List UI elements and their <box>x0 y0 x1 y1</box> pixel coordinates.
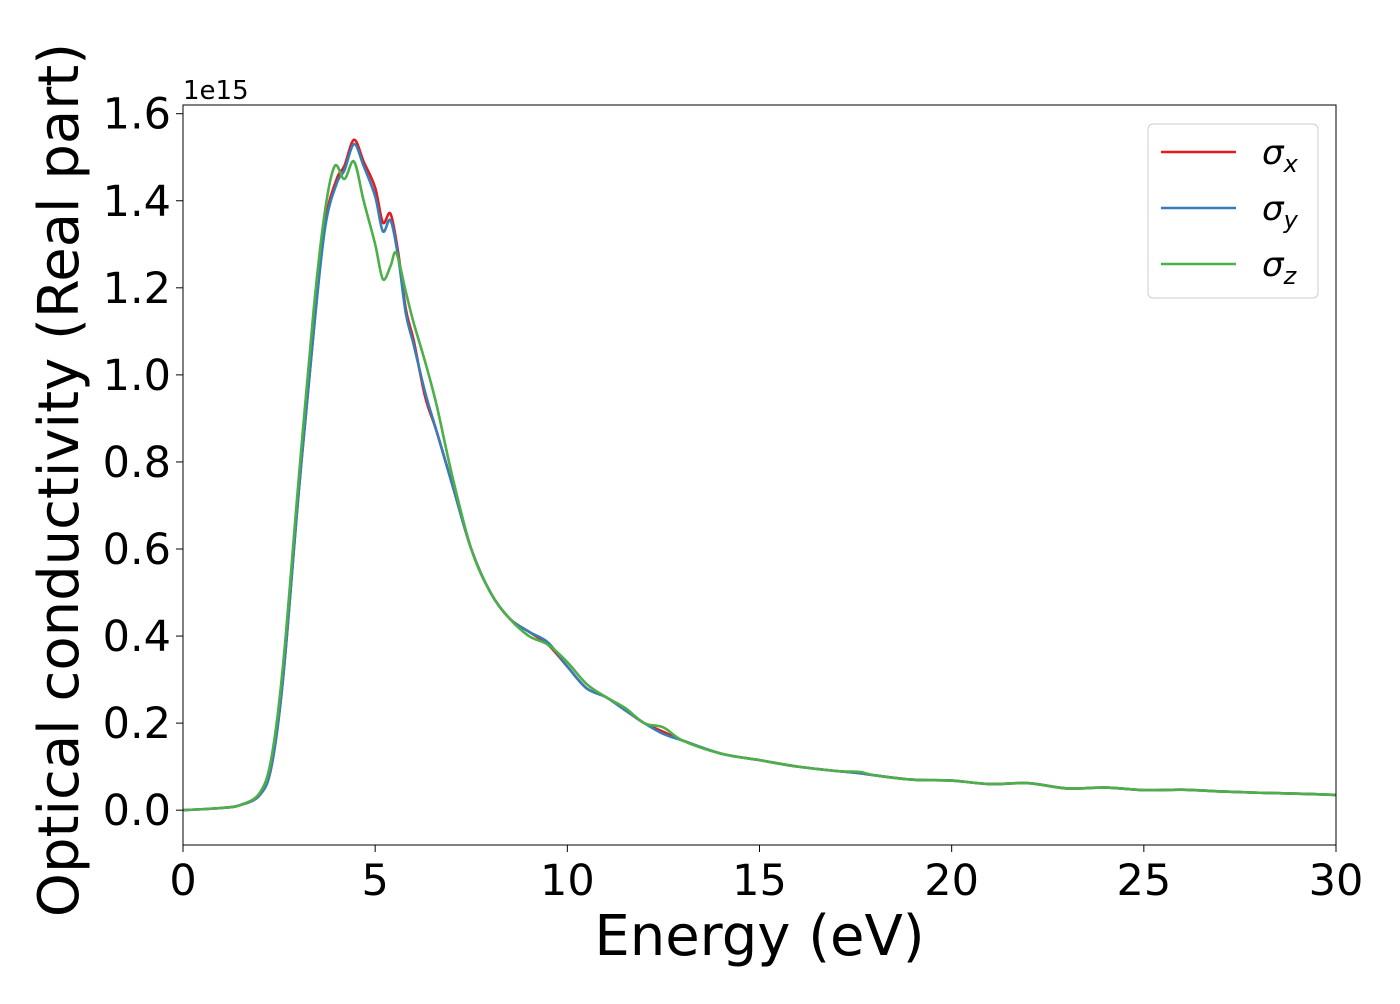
series-line-z <box>183 159 1336 812</box>
x-tick-label: 30 <box>1309 856 1364 906</box>
legend-label: σy <box>1262 189 1299 234</box>
y-tick-label: 1.4 <box>103 177 171 227</box>
legend: σx σy σz <box>1147 123 1319 299</box>
y-axis: 0.0 0.2 0.4 0.6 0.8 1.0 1.2 1.4 1.6 <box>103 90 183 836</box>
y-axis-label: Optical conductivity (Real part) <box>27 43 92 917</box>
y-tick-label: 1.0 <box>103 351 171 401</box>
x-tick-label: 0 <box>169 856 196 906</box>
y-tick-label: 0.8 <box>103 438 171 488</box>
y-tick-label: 0.4 <box>103 612 171 662</box>
x-tick-label: 10 <box>540 856 595 906</box>
legend-frame <box>1147 123 1319 299</box>
y-tick-label: 1.2 <box>103 264 171 314</box>
legend-item-x: σx <box>1161 133 1299 178</box>
x-tick-label: 25 <box>1116 856 1171 906</box>
y-offset-label: 1e15 <box>183 76 249 106</box>
x-axis: 0 5 10 15 20 25 30 <box>169 845 1363 906</box>
y-tick-label: 0.0 <box>103 786 171 836</box>
legend-item-y: σy <box>1161 189 1299 234</box>
legend-label: σz <box>1262 245 1298 290</box>
x-tick-label: 15 <box>732 856 787 906</box>
series-layer <box>183 138 1336 812</box>
y-tick-label: 0.6 <box>103 525 171 575</box>
y-tick-label: 0.2 <box>103 699 171 749</box>
x-tick-label: 5 <box>361 856 388 906</box>
legend-item-z: σz <box>1161 245 1298 290</box>
legend-label: σx <box>1262 133 1299 178</box>
y-tick-label: 1.6 <box>103 90 171 140</box>
x-tick-label: 20 <box>924 856 979 906</box>
x-axis-label: Energy (eV) <box>594 904 924 969</box>
